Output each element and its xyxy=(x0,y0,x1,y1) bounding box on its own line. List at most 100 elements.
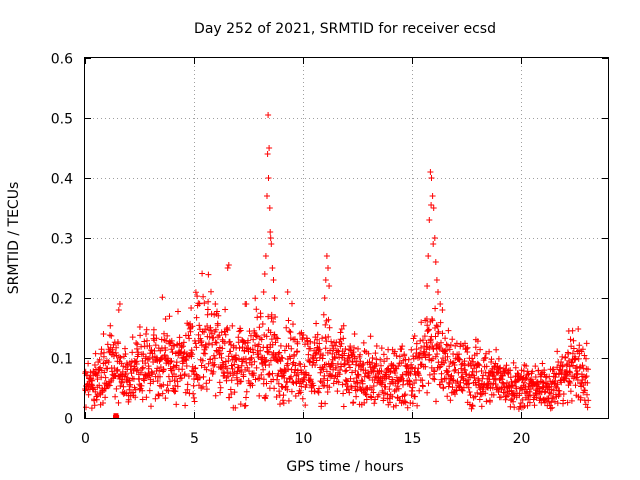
data-point xyxy=(442,357,449,364)
data-point xyxy=(437,301,444,307)
data-point xyxy=(348,352,355,359)
data-point xyxy=(291,369,298,376)
data-point xyxy=(224,327,231,334)
data-point xyxy=(274,335,281,342)
data-point xyxy=(582,374,589,381)
data-point xyxy=(387,399,393,406)
data-point xyxy=(503,362,510,369)
data-point xyxy=(281,347,288,354)
data-point xyxy=(446,381,453,387)
data-point xyxy=(430,375,437,382)
data-point xyxy=(85,391,92,398)
data-point xyxy=(250,370,257,377)
data-point xyxy=(193,344,200,351)
data-point xyxy=(493,346,500,353)
data-point xyxy=(525,396,532,403)
x-tick-label: 0 xyxy=(81,431,90,447)
x-axis-label: GPS time / hours xyxy=(286,459,403,475)
data-point xyxy=(223,365,230,372)
data-point xyxy=(372,396,379,403)
data-point xyxy=(146,342,153,349)
data-point xyxy=(96,382,103,389)
data-point xyxy=(554,348,561,355)
data-point xyxy=(526,399,533,406)
data-point xyxy=(110,341,117,348)
data-point xyxy=(146,355,153,362)
data-point xyxy=(301,363,308,370)
data-point xyxy=(393,352,400,359)
data-point xyxy=(401,351,408,358)
data-point xyxy=(167,359,174,365)
data-point xyxy=(284,379,291,386)
data-point xyxy=(169,349,176,356)
data-point xyxy=(238,362,245,369)
x-tick-label: 15 xyxy=(404,431,422,447)
data-point xyxy=(494,369,501,376)
data-point xyxy=(289,300,295,307)
data-point xyxy=(323,253,330,259)
data-point xyxy=(430,241,437,247)
data-point xyxy=(343,367,350,374)
data-point xyxy=(354,380,360,387)
data-point xyxy=(252,376,259,383)
data-point xyxy=(456,351,462,358)
data-point xyxy=(299,395,306,402)
data-point xyxy=(519,396,526,403)
data-point xyxy=(464,344,471,351)
data-point xyxy=(529,368,536,375)
data-point xyxy=(199,357,206,364)
data-point xyxy=(467,392,474,399)
data-point xyxy=(235,364,242,371)
data-point xyxy=(300,332,307,338)
data-point xyxy=(382,383,389,390)
data-point xyxy=(279,384,286,390)
data-point xyxy=(321,295,328,301)
data-point xyxy=(125,377,132,384)
data-point xyxy=(205,271,212,278)
data-point xyxy=(152,395,159,402)
data-point xyxy=(305,351,312,358)
data-point xyxy=(262,392,269,399)
data-point xyxy=(101,349,107,356)
data-point xyxy=(168,358,175,364)
data-point xyxy=(574,368,581,374)
data-point xyxy=(267,357,274,364)
data-point xyxy=(409,364,416,371)
data-point xyxy=(334,347,341,354)
data-point xyxy=(433,277,440,283)
data-point xyxy=(153,335,160,342)
data-point xyxy=(577,394,584,401)
data-point xyxy=(193,371,200,378)
data-point xyxy=(472,344,479,351)
data-point xyxy=(250,349,257,356)
data-point xyxy=(255,351,262,358)
data-point xyxy=(271,385,278,392)
data-point xyxy=(288,388,295,395)
data-point xyxy=(568,359,575,366)
data-point xyxy=(253,333,260,340)
data-point xyxy=(316,385,322,392)
data-point xyxy=(228,362,235,369)
data-point xyxy=(337,367,343,373)
data-point xyxy=(189,351,196,358)
data-point xyxy=(500,380,507,387)
data-point xyxy=(444,393,451,400)
data-point xyxy=(532,363,539,370)
data-point xyxy=(458,365,465,372)
data-point xyxy=(128,363,135,369)
data-point xyxy=(134,341,141,348)
data-point xyxy=(426,351,433,358)
data-point xyxy=(200,350,207,357)
data-point xyxy=(108,332,115,339)
data-point xyxy=(180,343,186,350)
data-point xyxy=(184,381,191,388)
data-point xyxy=(363,396,370,403)
data-point xyxy=(283,324,290,331)
data-point xyxy=(327,373,334,380)
data-point xyxy=(159,390,166,397)
data-point xyxy=(184,386,191,393)
data-point xyxy=(487,398,493,405)
data-point xyxy=(333,364,340,371)
data-point xyxy=(200,373,207,380)
data-point xyxy=(225,262,232,268)
